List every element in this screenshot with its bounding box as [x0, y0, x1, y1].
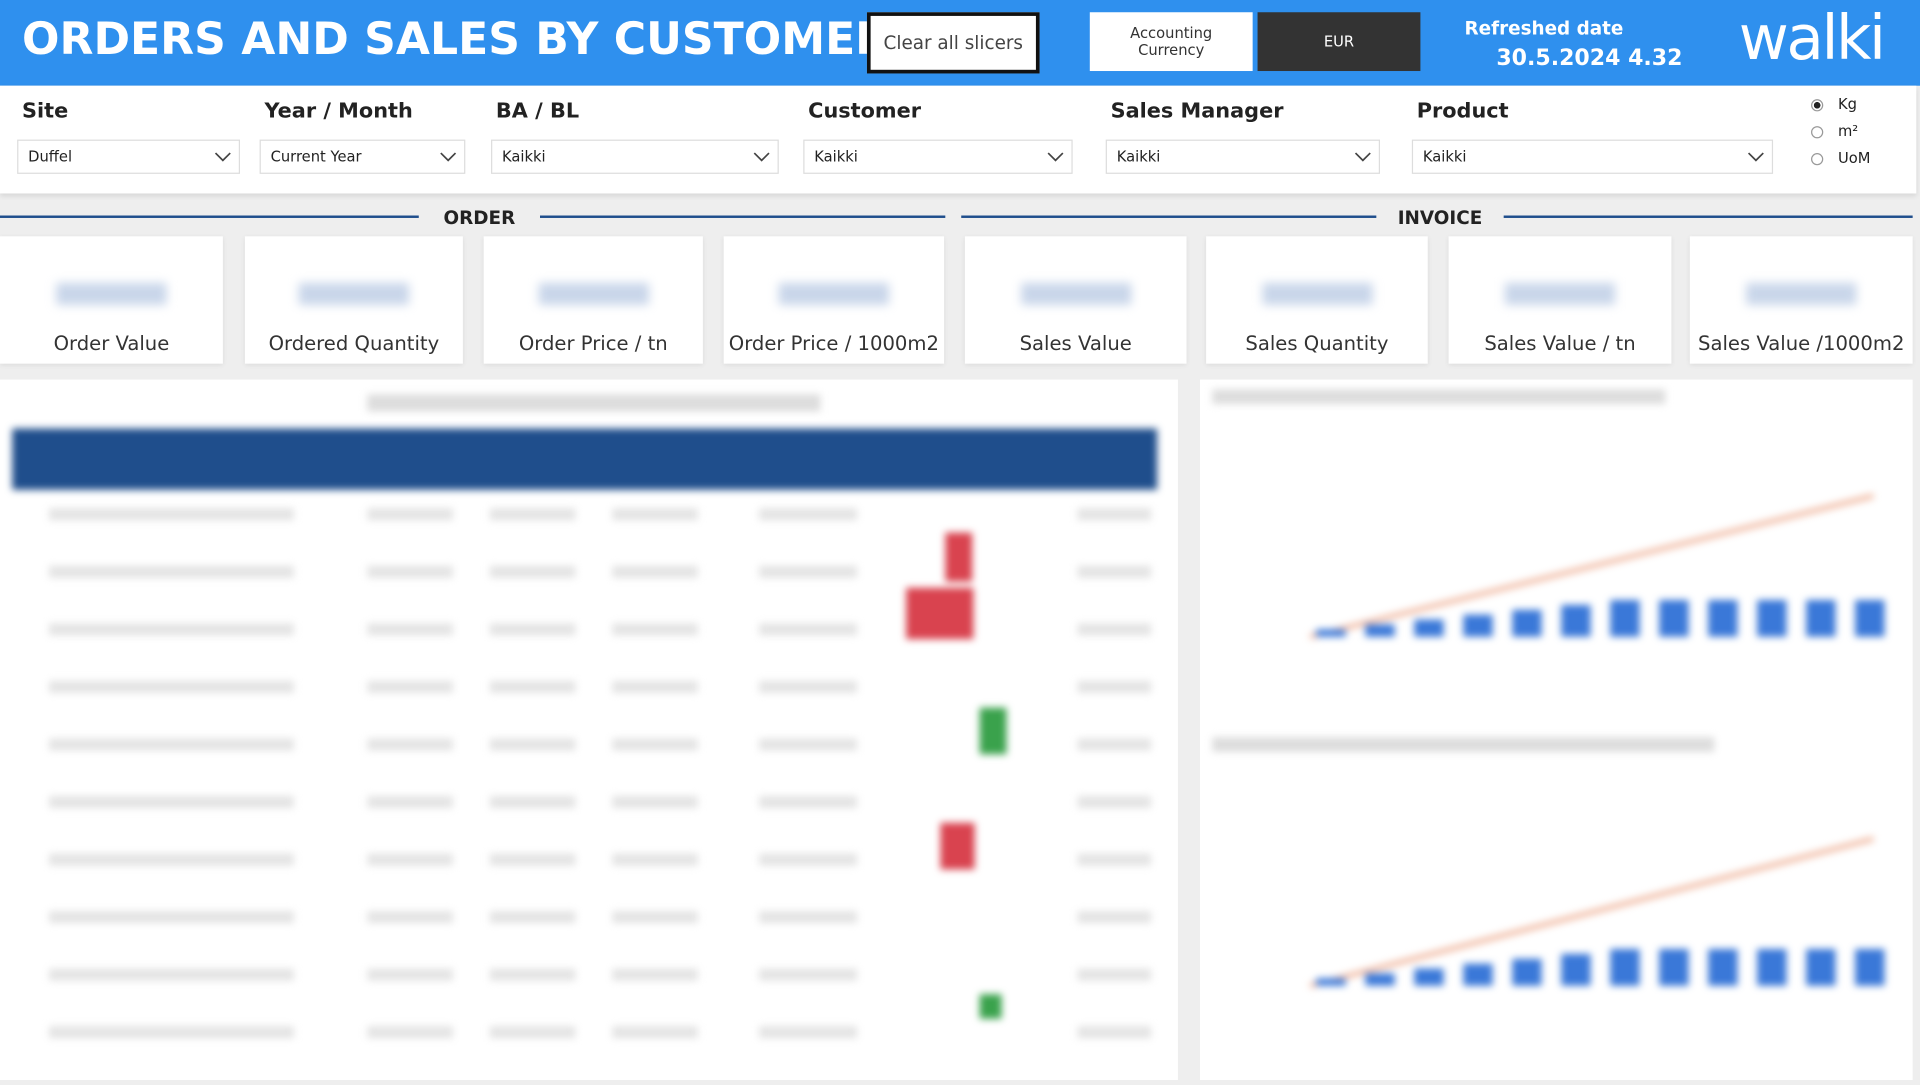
currency-label[interactable]: Accounting Currency — [1089, 12, 1253, 72]
title: ORDERS AND SALES BY CUSTOMER — [22, 14, 890, 65]
kpi-card: Order Price / tn — [483, 236, 703, 364]
filter-label: Product — [1416, 99, 1509, 124]
dropdown[interactable]: Kaikki — [1105, 139, 1381, 174]
filter-label: Year / Month — [264, 99, 413, 124]
radio-label: UoM — [1837, 149, 1871, 167]
radio[interactable] — [1811, 99, 1824, 112]
chevron — [753, 152, 770, 162]
dropdown[interactable]: Kaikki — [1411, 139, 1774, 174]
divider — [540, 215, 946, 218]
blurred-value — [56, 282, 167, 305]
section-title: INVOICE — [1397, 206, 1483, 229]
filter-panel: Site Duffel Year / Month Current Year BA / B… — [0, 85, 1917, 194]
currency-value[interactable]: EUR — [1257, 12, 1421, 72]
kpi-card: Sales Quantity — [1206, 236, 1428, 364]
blurred-value — [1746, 282, 1857, 305]
chevron — [214, 152, 231, 162]
clear-button[interactable]: Clear all slicers — [866, 12, 1040, 74]
radio-label: Kg — [1837, 95, 1857, 113]
blurred-charts — [1212, 389, 1885, 989]
dropdown[interactable]: Duffel — [17, 139, 241, 174]
dropdown[interactable]: Kaikki — [803, 139, 1073, 174]
filter-label: Customer — [808, 99, 921, 124]
kpi-card: Ordered Quantity — [244, 236, 463, 364]
blurred-value — [1020, 282, 1131, 305]
blurred-value — [298, 282, 409, 305]
kpi-label: Order Price / tn — [518, 331, 668, 356]
kpi-label: Sales Value / tn — [1484, 331, 1636, 356]
kpi-card: Order Price / 1000m2 — [723, 236, 945, 364]
blurred-value — [538, 282, 649, 305]
section-headers: ORDER INVOICE — [0, 196, 1920, 233]
divider — [0, 215, 419, 218]
header: ORDERS AND SALES BY CUSTOMER Clear all s… — [0, 0, 1920, 86]
chevron — [440, 152, 457, 162]
radio-label: m² — [1837, 122, 1859, 140]
blurred-value — [1261, 282, 1373, 305]
filter-label: Site — [22, 99, 69, 124]
divider — [1503, 215, 1913, 218]
kpi-label: Sales Value /1000m2 — [1698, 331, 1905, 356]
kpi-label: Order Value — [53, 331, 170, 356]
kpi-label: Order Price / 1000m2 — [728, 331, 939, 356]
filter-label: Sales Manager — [1110, 99, 1284, 124]
kpi-card: Order Value — [0, 236, 223, 364]
logo: walki — [1738, 2, 1886, 74]
refreshed-label: Refreshed date — [1464, 17, 1624, 40]
blurred-value — [1504, 282, 1616, 305]
section-title: ORDER — [443, 206, 516, 229]
dropdown[interactable]: Current Year — [259, 139, 466, 174]
filter-label: BA / BL — [495, 99, 580, 124]
chevron — [1747, 152, 1764, 162]
kpi-card: Sales Value / tn — [1448, 236, 1672, 364]
blurred-table — [12, 394, 1158, 1039]
radio[interactable] — [1811, 153, 1824, 166]
chevron — [1354, 152, 1371, 162]
radio[interactable] — [1811, 126, 1824, 139]
dropdown[interactable]: Kaikki — [491, 139, 779, 174]
kpi-label: Ordered Quantity — [268, 331, 440, 356]
kpi-label: Sales Quantity — [1245, 331, 1389, 356]
chart-panel — [1200, 379, 1913, 1081]
chevron — [1047, 152, 1064, 162]
kpi-label: Sales Value — [1019, 331, 1132, 356]
refreshed-value: 30.5.2024 4.32 — [1496, 45, 1683, 72]
blurred-value — [778, 282, 889, 305]
kpi-card: Sales Value /1000m2 — [1689, 236, 1913, 364]
divider — [961, 215, 1377, 218]
table-panel — [0, 379, 1178, 1081]
kpi-card: Sales Value — [964, 236, 1187, 364]
